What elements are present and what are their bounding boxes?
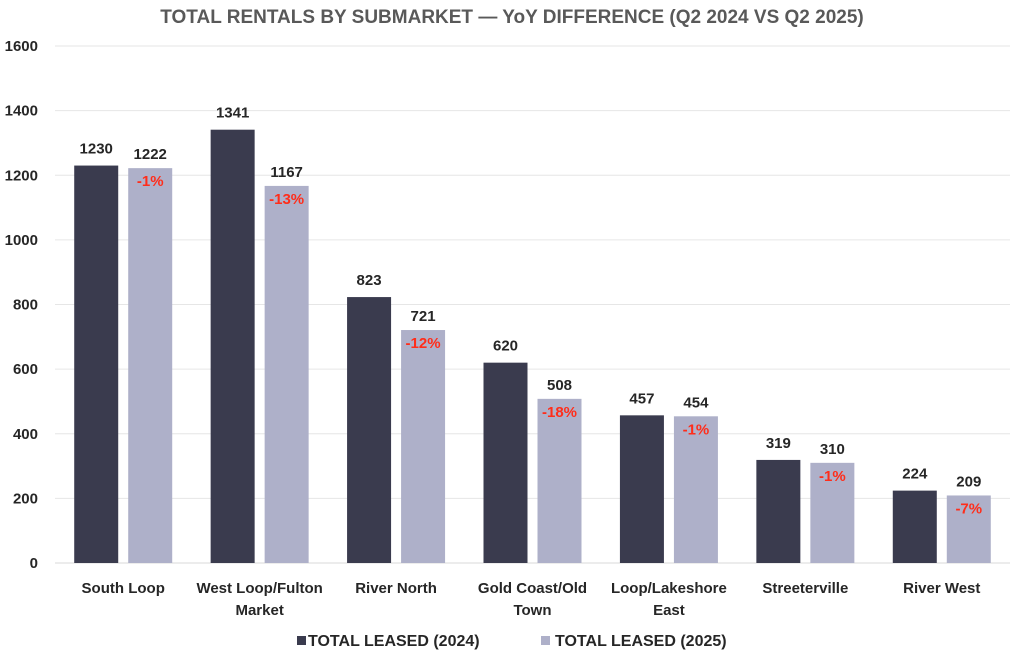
value-label-2024: 1230 bbox=[80, 141, 113, 158]
bar-2024 bbox=[347, 297, 392, 563]
y-tick-label: 1000 bbox=[5, 232, 38, 249]
bar-2025 bbox=[673, 416, 718, 563]
yoy-change-label: -1% bbox=[137, 173, 164, 190]
yoy-change-label: -1% bbox=[683, 421, 710, 438]
legend-swatch bbox=[297, 636, 306, 645]
yoy-change-label: -12% bbox=[406, 335, 441, 352]
chart-title: TOTAL RENTALS BY SUBMARKET — YoY DIFFERE… bbox=[160, 7, 864, 28]
bar-2025 bbox=[264, 185, 309, 563]
y-axis-tick-labels: 0 200 400 600 800 1000 1200 1400 1600 bbox=[5, 38, 38, 572]
bar-2024 bbox=[619, 415, 664, 563]
x-category-label: River North bbox=[355, 580, 437, 597]
x-category-label: Gold Coast/Old bbox=[478, 580, 587, 597]
x-axis-category-labels: South Loop West Loop/Fulton Market River No… bbox=[82, 580, 981, 619]
yoy-change-label: -1% bbox=[819, 468, 846, 485]
value-label-2024: 224 bbox=[902, 466, 928, 483]
y-tick-label: 200 bbox=[13, 490, 38, 507]
y-tick-label: 400 bbox=[13, 426, 38, 443]
value-label-2024: 319 bbox=[766, 435, 791, 452]
value-label-2025: 508 bbox=[547, 377, 572, 394]
x-category-label: Market bbox=[235, 602, 283, 619]
x-category-label: Streeterville bbox=[762, 580, 848, 597]
bar-2025 bbox=[946, 495, 991, 563]
value-label-2025: 310 bbox=[820, 441, 845, 458]
bar-2024 bbox=[892, 490, 937, 563]
yoy-change-label: -18% bbox=[542, 404, 577, 421]
value-label-2024: 823 bbox=[357, 272, 382, 289]
bar-2025 bbox=[537, 398, 582, 563]
value-label-2025: 454 bbox=[683, 394, 709, 411]
bar-2024 bbox=[756, 459, 801, 563]
x-category-label: East bbox=[653, 602, 685, 619]
y-tick-label: 1200 bbox=[5, 167, 38, 184]
yoy-change-label: -7% bbox=[955, 500, 982, 517]
x-category-label: Loop/Lakeshore bbox=[611, 580, 727, 597]
bar-2025 bbox=[810, 462, 855, 563]
bar-2024 bbox=[483, 362, 528, 563]
value-label-2024: 457 bbox=[629, 390, 654, 407]
y-tick-label: 1400 bbox=[5, 103, 38, 120]
value-label-2025: 209 bbox=[956, 473, 981, 490]
bar-2024 bbox=[210, 129, 255, 563]
x-category-label: South Loop bbox=[82, 580, 165, 597]
value-label-2024: 1341 bbox=[216, 105, 249, 122]
yoy-change-label: -13% bbox=[269, 191, 304, 208]
value-label-2024: 620 bbox=[493, 338, 518, 355]
bar-2024 bbox=[74, 165, 119, 563]
bars bbox=[74, 129, 991, 564]
bar-2025 bbox=[401, 330, 446, 563]
value-label-2025: 1167 bbox=[270, 164, 303, 181]
x-category-label: River West bbox=[903, 580, 980, 597]
data-labels: 1230 1222 -1% 1341 1167 -13% 823 721 -12% 620 508 -… bbox=[80, 105, 983, 518]
x-category-label: Town bbox=[513, 602, 551, 619]
legend-label: TOTAL LEASED (2025) bbox=[555, 633, 727, 650]
legend-swatch bbox=[541, 636, 550, 645]
legend: TOTAL LEASED (2024) TOTAL LEASED (2025) bbox=[297, 633, 727, 650]
y-tick-label: 1600 bbox=[5, 38, 38, 55]
bar-2025 bbox=[128, 168, 173, 564]
gridlines bbox=[55, 45, 1010, 564]
y-tick-label: 0 bbox=[30, 555, 38, 572]
legend-label: TOTAL LEASED (2024) bbox=[308, 633, 480, 650]
value-label-2025: 721 bbox=[411, 308, 436, 325]
x-category-label: West Loop/Fulton bbox=[196, 580, 322, 597]
y-tick-label: 600 bbox=[13, 361, 38, 378]
y-tick-label: 800 bbox=[13, 297, 38, 314]
value-label-2025: 1222 bbox=[134, 146, 167, 163]
